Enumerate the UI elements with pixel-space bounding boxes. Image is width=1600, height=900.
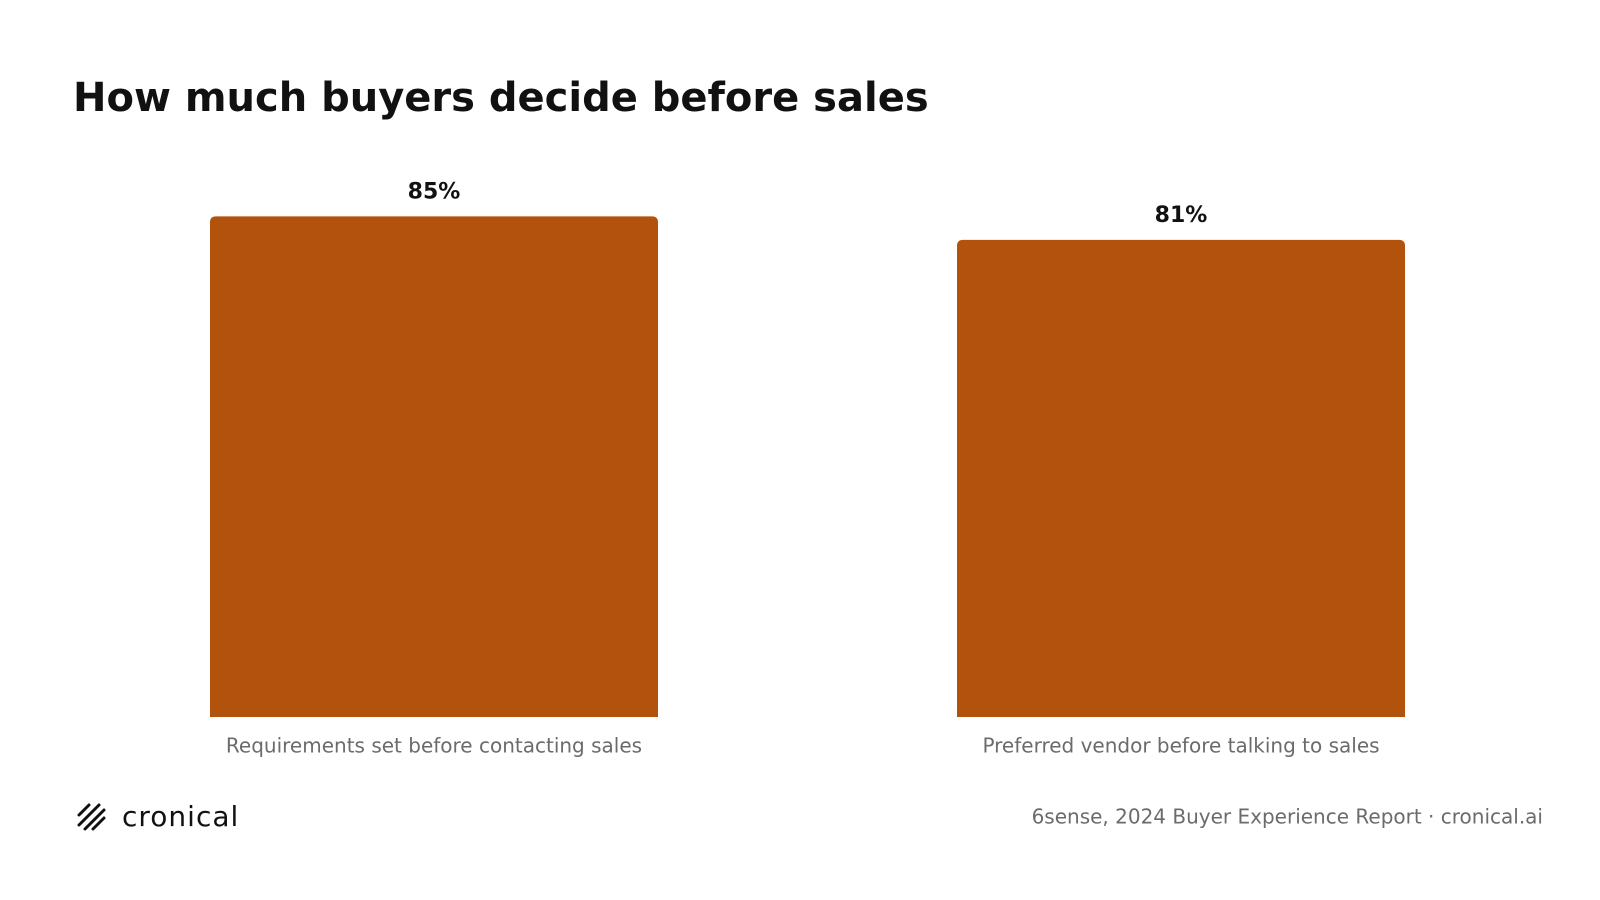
chart-title: How much buyers decide before sales <box>73 75 929 121</box>
x-tick-label: Preferred vendor before talking to sales <box>982 734 1379 758</box>
value-label: 85% <box>408 179 461 204</box>
logo <box>77 803 106 831</box>
x-tick-label: Requirements set before contacting sales <box>226 734 642 758</box>
bar <box>957 239 1405 717</box>
value-label: 81% <box>1155 203 1208 228</box>
source-note: 6sense, 2024 Buyer Experience Report · c… <box>1032 805 1543 829</box>
brand-name: cronical <box>122 800 239 833</box>
bar <box>210 216 658 717</box>
